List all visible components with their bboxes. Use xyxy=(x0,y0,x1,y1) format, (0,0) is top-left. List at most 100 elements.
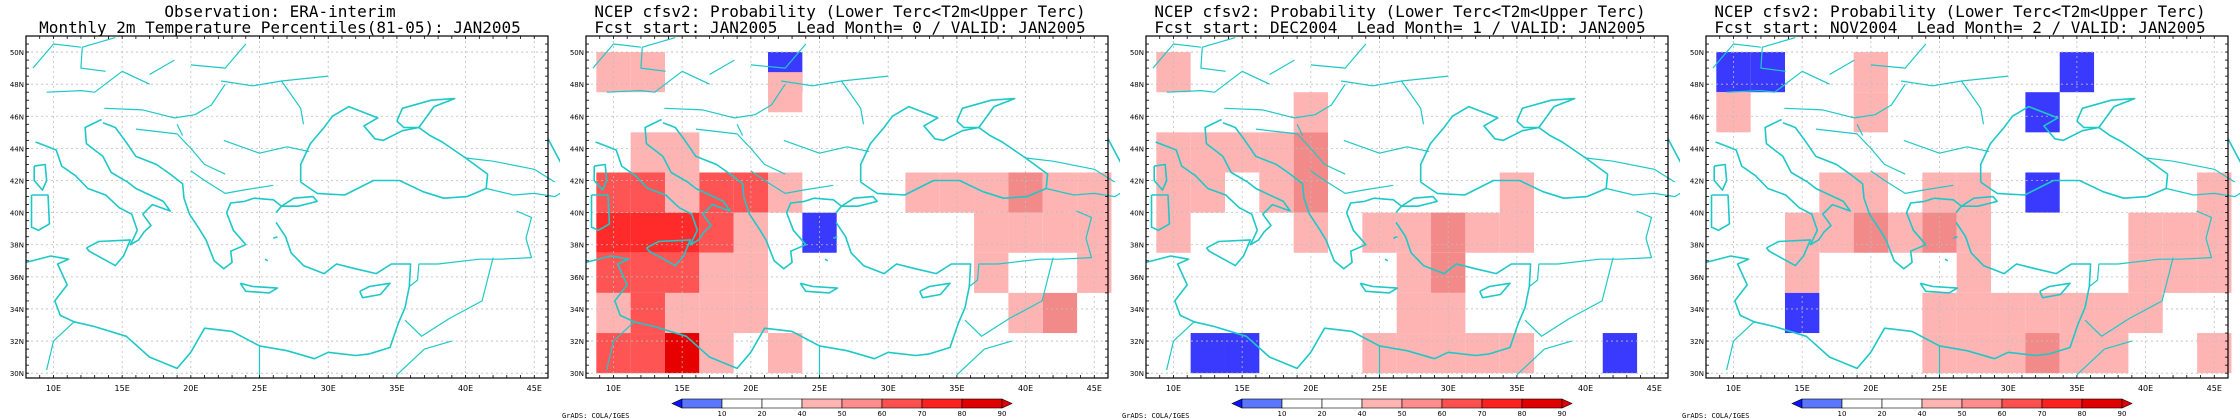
lon-tick-label: 20E xyxy=(1863,384,1878,393)
lat-tick-label: 44N xyxy=(10,145,24,153)
country-border xyxy=(1901,75,2009,87)
colorbar-tick-label: 10 xyxy=(718,410,727,418)
colorbar-tick-label: 20 xyxy=(1318,410,1327,418)
colorbar-segment xyxy=(1321,398,1363,409)
probability-cell xyxy=(1042,212,1078,253)
country-border xyxy=(592,43,641,69)
coastline xyxy=(841,195,879,207)
colorbar-tick-label: 50 xyxy=(838,410,847,418)
coastline xyxy=(662,121,843,270)
lat-tick-label: 48N xyxy=(1690,81,1704,89)
lon-tick-label: 30E xyxy=(1441,384,1456,393)
lon-tick-label: 25E xyxy=(1932,384,1947,393)
country-border xyxy=(781,75,889,87)
country-border xyxy=(1760,37,1796,72)
probability-cell xyxy=(630,333,665,374)
probability-cell xyxy=(1396,292,1432,334)
colorbar-tick-label: 10 xyxy=(1278,410,1287,418)
country-border xyxy=(486,187,560,198)
probability-cell xyxy=(699,252,734,293)
colorbar-segment xyxy=(1841,398,1883,409)
colorbar-arrow-left xyxy=(671,398,683,409)
country-border xyxy=(1296,124,1304,136)
country-border xyxy=(736,124,744,136)
probability-cell xyxy=(2094,292,2129,334)
coastline xyxy=(1384,258,1389,262)
colorbar-tick-label: 70 xyxy=(1478,410,1487,418)
country-border xyxy=(1524,257,1614,337)
probability-cell xyxy=(1042,172,1078,213)
lat-tick-label: 36N xyxy=(10,274,24,282)
probability-cell xyxy=(699,212,734,253)
country-border xyxy=(1046,187,1120,198)
colorbar-segment xyxy=(1361,398,1403,409)
axis-ticks xyxy=(1706,35,2229,378)
colorbar-arrow-right xyxy=(1561,398,1573,409)
coastline xyxy=(2039,282,2071,299)
map-svg-lead2: 10E 15E 20E 25E 30E 35E 40E 45E 30N 32N 34N 36N 38N 4… xyxy=(1690,35,2240,418)
lon-tick-label: 25E xyxy=(812,384,827,393)
panel-title-line: Observation: ERA-interim xyxy=(164,2,396,21)
coastline xyxy=(956,97,1016,129)
coastline xyxy=(585,221,972,370)
lon-tick-label: 40E xyxy=(1578,384,1593,393)
country-border xyxy=(80,37,116,72)
gridlines xyxy=(586,36,1108,378)
country-border xyxy=(1585,157,1676,183)
probability-cell xyxy=(1190,333,1225,374)
lat-tick-label: 30N xyxy=(570,370,584,378)
country-border xyxy=(2145,157,2236,183)
lat-tick-label: 32N xyxy=(1690,338,1704,346)
country-border xyxy=(2088,210,2213,287)
coastline xyxy=(1667,138,1680,164)
lat-tick-label: 36N xyxy=(1130,274,1144,282)
lat-tick-label: 50N xyxy=(570,49,584,57)
country-border xyxy=(606,70,710,93)
colorbar: 10 20 40 50 60 70 80 90 xyxy=(671,398,1013,418)
country-border xyxy=(640,37,676,72)
country-border xyxy=(1829,59,1855,76)
colorbar-segment xyxy=(881,398,923,409)
probability-cell xyxy=(1750,52,1785,93)
coastlines xyxy=(1705,37,2240,378)
lon-tick-label: 35E xyxy=(389,384,404,393)
probability-cell xyxy=(974,172,1009,213)
probability-cell xyxy=(1888,212,1923,253)
lat-tick-label: 50N xyxy=(10,49,24,57)
lon-tick-label: 45E xyxy=(527,384,542,393)
lat-tick-label: 42N xyxy=(1130,178,1144,186)
coastline xyxy=(264,258,269,262)
country-border xyxy=(1343,139,1430,154)
colorbar-segment xyxy=(1921,398,1963,409)
coastline xyxy=(1393,235,1398,240)
gridlines xyxy=(26,36,548,378)
colorbar-tick-label: 60 xyxy=(1998,410,2007,418)
country-border xyxy=(1255,128,1346,175)
lat-tick-label: 46N xyxy=(570,113,584,121)
coastline xyxy=(859,105,1049,199)
country-border xyxy=(104,83,226,119)
lon-tick-label: 15E xyxy=(675,384,690,393)
country-border xyxy=(1726,70,1830,93)
axis-ticks xyxy=(586,35,1109,378)
coastline xyxy=(1782,121,1963,270)
colorbar-segment xyxy=(1521,398,1563,409)
lat-tick-label: 30N xyxy=(1690,370,1704,378)
probability-cell xyxy=(2162,212,2198,253)
lon-tick-label: 35E xyxy=(2069,384,2084,393)
lat-tick-label: 48N xyxy=(10,81,24,89)
panel-title-line: Fcst start: DEC2004 Lead Month= 1 / VALI… xyxy=(1154,18,1646,37)
coastline xyxy=(1150,194,1171,232)
lat-tick-label: 44N xyxy=(1130,145,1144,153)
colorbar-tick-label: 60 xyxy=(878,410,887,418)
panel-title-line: NCEP cfsv2: Probability (Lower Terc<T2m<… xyxy=(1714,2,2206,21)
country-border xyxy=(1856,124,1864,136)
lat-tick-label: 46N xyxy=(1130,113,1144,121)
coastline xyxy=(824,258,829,262)
country-border xyxy=(135,128,226,175)
probability-cell xyxy=(1259,132,1294,173)
country-border xyxy=(1606,187,1680,198)
lat-tick-label: 44N xyxy=(1690,145,1704,153)
lon-tick-label: 20E xyxy=(743,384,758,393)
colorbar-tick-label: 90 xyxy=(1558,410,1567,418)
